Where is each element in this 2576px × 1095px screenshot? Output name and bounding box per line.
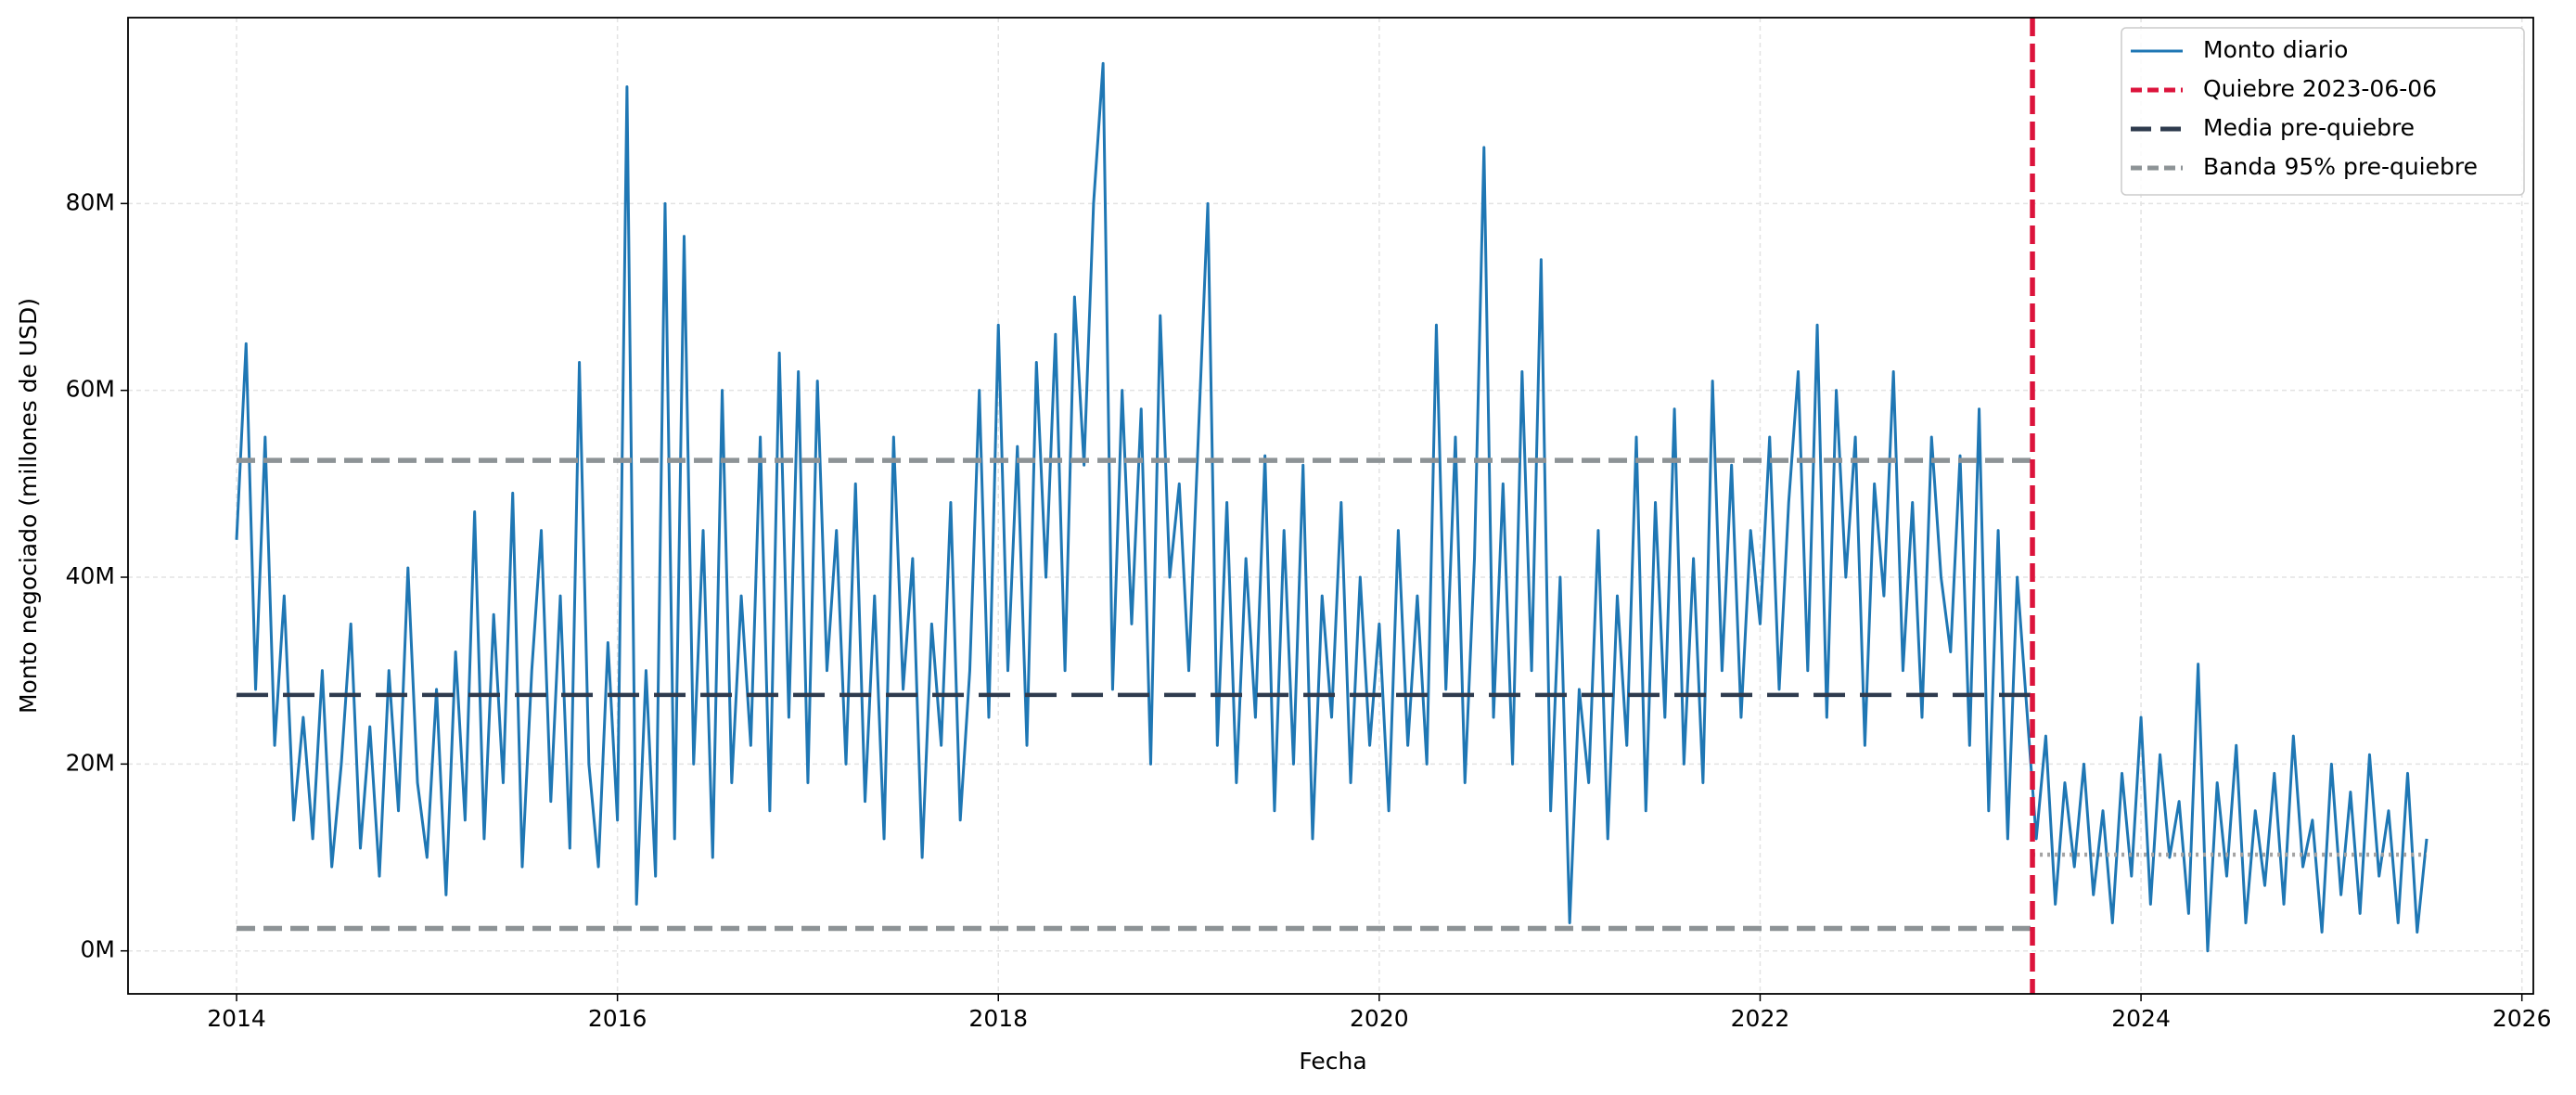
x-tick-label: 2024 — [2111, 1005, 2171, 1032]
legend-label: Monto diario — [2203, 36, 2348, 63]
data-line — [235, 61, 2429, 953]
x-tick-label: 2018 — [968, 1005, 1028, 1032]
legend: Monto diario Quiebre 2023-06-06 Media pre-… — [2121, 27, 2525, 196]
x-tick-label: 2014 — [207, 1005, 266, 1032]
legend-label: Media pre-quiebre — [2203, 114, 2415, 141]
x-tick-label: 2016 — [588, 1005, 647, 1032]
legend-label: Banda 95% pre-quiebre — [2203, 153, 2478, 180]
y-tick-label: 80M — [66, 188, 115, 215]
y-tick-label: 20M — [66, 749, 115, 776]
legend-box — [2121, 27, 2525, 196]
y-tick-label: 40M — [66, 562, 115, 589]
plot-frame — [127, 17, 2534, 995]
x-axis-label: Fecha — [1299, 1048, 1366, 1075]
y-axis-label: Monto negociado (millones de USD) — [15, 298, 42, 714]
x-tick-label: 2020 — [1350, 1005, 1409, 1032]
x-tick-label: 2022 — [1731, 1005, 1790, 1032]
y-tick-label: 0M — [81, 936, 115, 963]
y-tick-label: 60M — [66, 376, 115, 403]
x-tick-label: 2026 — [2493, 1005, 2552, 1032]
legend-label: Quiebre 2023-06-06 — [2203, 75, 2437, 102]
